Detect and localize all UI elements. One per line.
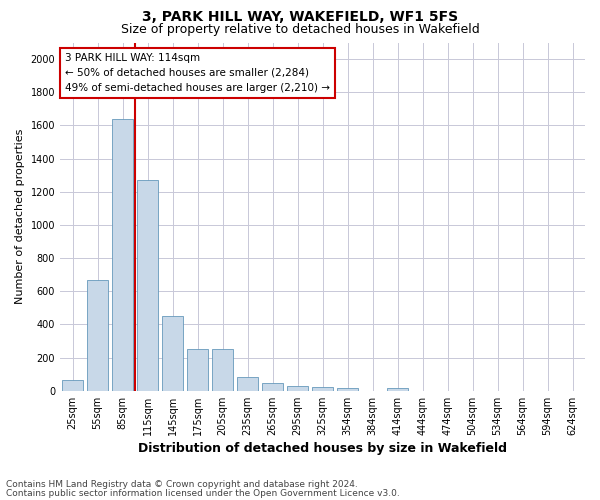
Bar — [112, 119, 133, 391]
Y-axis label: Number of detached properties: Number of detached properties — [15, 129, 25, 304]
Bar — [62, 380, 83, 391]
Text: Contains HM Land Registry data © Crown copyright and database right 2024.: Contains HM Land Registry data © Crown c… — [6, 480, 358, 489]
Text: 3, PARK HILL WAY, WAKEFIELD, WF1 5FS: 3, PARK HILL WAY, WAKEFIELD, WF1 5FS — [142, 10, 458, 24]
Bar — [312, 386, 333, 391]
Bar — [287, 386, 308, 391]
Bar — [337, 388, 358, 391]
Bar — [237, 376, 258, 391]
Bar — [387, 388, 408, 391]
Bar — [262, 384, 283, 391]
Bar — [162, 316, 183, 391]
Bar — [187, 350, 208, 391]
Text: 3 PARK HILL WAY: 114sqm
← 50% of detached houses are smaller (2,284)
49% of semi: 3 PARK HILL WAY: 114sqm ← 50% of detache… — [65, 53, 330, 92]
Bar — [87, 280, 108, 391]
Text: Size of property relative to detached houses in Wakefield: Size of property relative to detached ho… — [121, 22, 479, 36]
Bar — [137, 180, 158, 391]
Text: Contains public sector information licensed under the Open Government Licence v3: Contains public sector information licen… — [6, 488, 400, 498]
Bar — [212, 350, 233, 391]
X-axis label: Distribution of detached houses by size in Wakefield: Distribution of detached houses by size … — [138, 442, 507, 455]
